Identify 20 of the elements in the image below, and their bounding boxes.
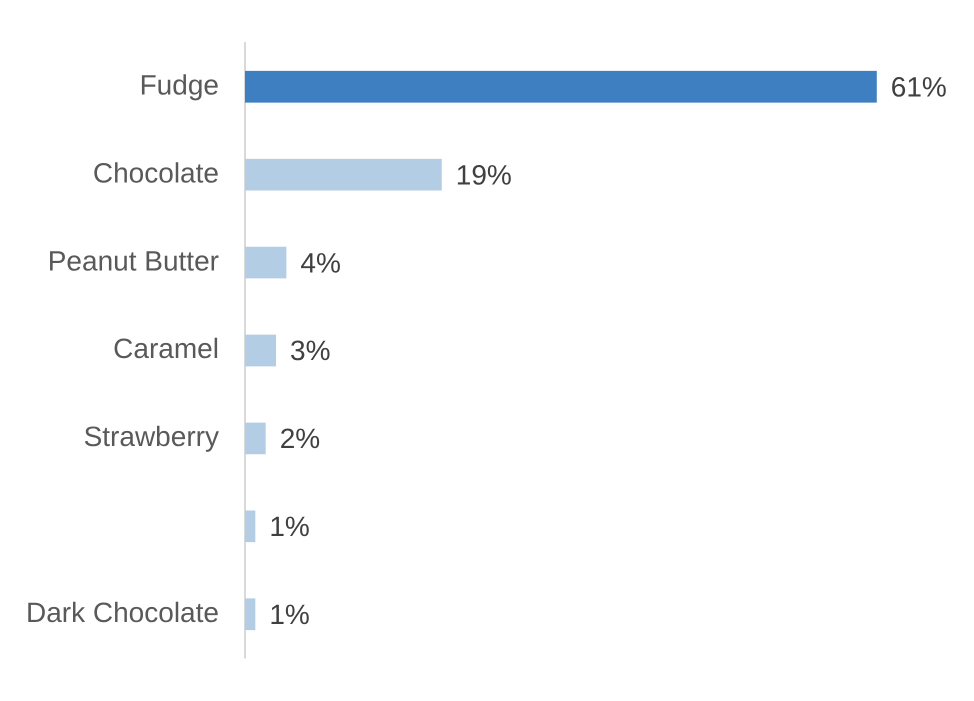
bar — [244, 246, 286, 278]
y-tick-label: Fudge — [140, 69, 219, 100]
y-tick-label: Caramel — [113, 333, 219, 364]
bar — [244, 334, 276, 366]
bar — [244, 510, 256, 542]
data-label: 19% — [456, 159, 512, 190]
data-label: 3% — [290, 335, 331, 366]
y-tick-label: Peanut Butter — [48, 245, 219, 276]
y-tick-label: Chocolate — [92, 157, 219, 188]
bar — [244, 422, 266, 454]
data-label: 2% — [280, 423, 320, 454]
data-label: 1% — [269, 511, 310, 542]
bar — [244, 598, 256, 630]
y-tick-label: Dark Chocolate — [26, 596, 219, 628]
data-label: 1% — [269, 598, 310, 630]
y-tick-label: Strawberry — [84, 421, 219, 452]
data-label: 4% — [300, 247, 341, 278]
bar — [244, 158, 442, 190]
bar — [244, 70, 877, 103]
data-label: 61% — [890, 71, 947, 102]
